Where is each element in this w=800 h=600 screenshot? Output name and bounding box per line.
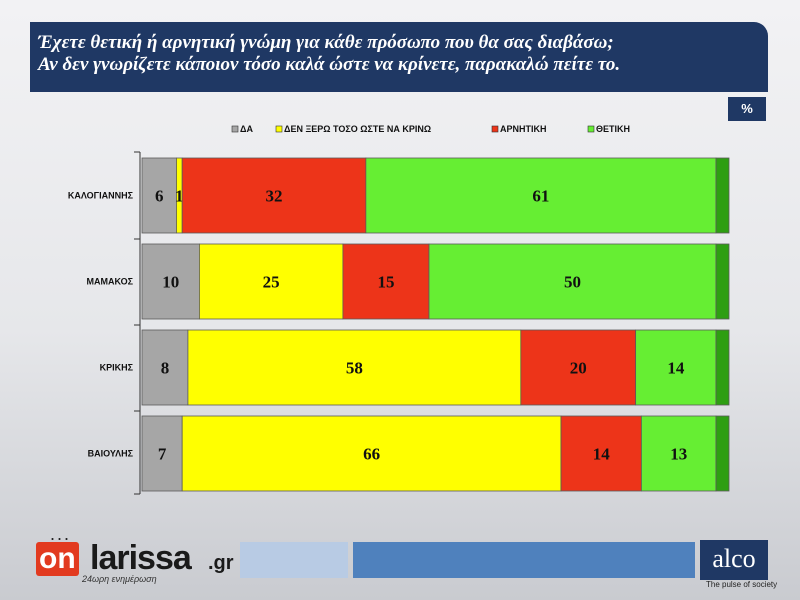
alco-logo: alco	[700, 540, 768, 580]
data-label-0-2: 32	[266, 187, 283, 206]
data-label-1-2: 15	[377, 273, 394, 292]
data-label-2-2: 20	[570, 359, 587, 378]
onlarissa-logo: ... on larissa .gr 24ωρη ενημέρωση	[30, 524, 240, 590]
logo-tagline: 24ωρη ενημέρωση	[82, 574, 157, 584]
bar-segment-3-2	[560, 415, 642, 492]
bar-segment-1-0	[141, 243, 200, 320]
data-label-3-0: 7	[158, 445, 167, 464]
category-label-0: ΚΑΛΟΓΙΑΝΝΗΣ	[68, 191, 134, 201]
chart-title-line2: Αν δεν γνωρίζετε κάποιον τόσο καλά ώστε …	[38, 54, 621, 75]
data-label-2-3: 14	[667, 359, 685, 378]
category-label-1: ΜΑΜΑΚΟΣ	[87, 277, 134, 287]
bar-segment-1-2	[342, 243, 430, 320]
data-label-2-1: 58	[346, 359, 363, 378]
bar-segment-1-1	[198, 243, 344, 320]
data-label-0-3: 61	[532, 187, 549, 206]
legend-swatch-1	[275, 125, 283, 133]
data-label-0-1: 1	[175, 187, 184, 206]
data-label-0-0: 6	[155, 187, 164, 206]
logo-dots: ...	[50, 524, 72, 544]
bar-segment-2-0	[141, 329, 189, 406]
data-label-1-1: 25	[263, 273, 280, 292]
footer-block-light	[240, 542, 348, 578]
category-label-2: ΚΡΙΚΗΣ	[100, 363, 134, 373]
legend-swatch-2	[491, 125, 499, 133]
legend-label-0: ΔΑ	[240, 124, 253, 134]
footer-block-blue	[353, 542, 695, 578]
data-label-2-0: 8	[161, 359, 170, 378]
bar-segment-0-2	[181, 157, 367, 234]
logo-on: on	[36, 542, 79, 576]
legend-swatch-0	[231, 125, 239, 133]
category-label-3: ΒΑΙΟΥΛΗΣ	[88, 449, 134, 459]
data-label-1-3: 50	[564, 273, 581, 292]
bar-endcap-0	[715, 157, 730, 234]
legend-label-1: ΔΕΝ ΞΕΡΩ ΤΟΣΟ ΩΣΤΕ ΝΑ ΚΡΙΝΩ	[284, 124, 431, 134]
bar-endcap-2	[715, 329, 730, 406]
bar-segment-2-1	[187, 329, 522, 406]
logo-gr: .gr	[208, 552, 234, 574]
data-label-3-1: 66	[363, 445, 380, 464]
bar-segment-1-3	[428, 243, 717, 320]
logo-larissa: larissa	[90, 539, 192, 577]
bar-endcap-3	[715, 415, 730, 492]
data-label-1-0: 10	[162, 273, 179, 292]
chart-title-line1: Έχετε θετική ή αρνητική γνώμη για κάθε π…	[38, 32, 614, 53]
bar-segment-3-0	[141, 415, 183, 492]
bar-segment-0-3	[365, 157, 717, 234]
alco-tagline: The pulse of society	[706, 580, 778, 589]
legend-label-3: ΘΕΤΙΚΗ	[596, 124, 630, 134]
bar-segment-3-3	[640, 415, 717, 492]
bar-segment-2-3	[635, 329, 717, 406]
unit-badge: %	[728, 97, 766, 121]
data-label-3-3: 13	[670, 445, 687, 464]
chart-title-banner: Έχετε θετική ή αρνητική γνώμη για κάθε π…	[30, 22, 768, 92]
bar-segment-3-1	[181, 415, 562, 492]
legend-swatch-3	[587, 125, 595, 133]
bar-segment-0-0	[141, 157, 177, 234]
bar-endcap-1	[715, 243, 730, 320]
legend-label-2: ΑΡΝΗΤΙΚΗ	[500, 124, 547, 134]
data-label-3-2: 14	[593, 445, 611, 464]
